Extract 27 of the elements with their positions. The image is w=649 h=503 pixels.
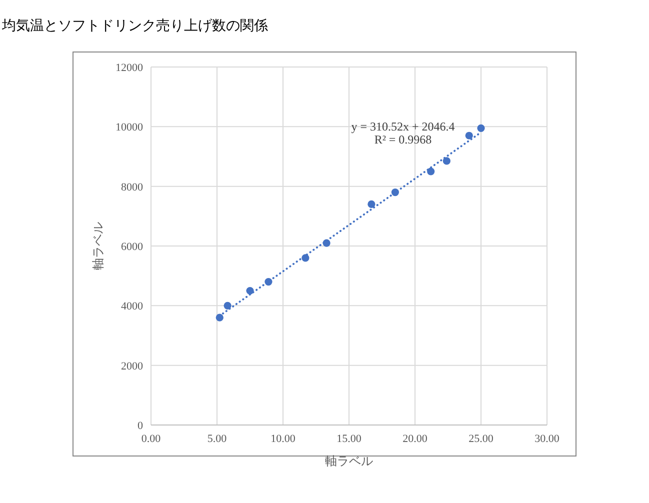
point — [477, 124, 485, 132]
point — [368, 200, 376, 208]
y-tick-label: 12000 — [116, 62, 144, 74]
point — [224, 302, 232, 310]
point — [442, 157, 450, 165]
x-tick-label: 5.00 — [207, 433, 228, 445]
y-tick-label: 2000 — [121, 360, 144, 372]
y-axis-title: 軸ラベル — [91, 222, 105, 270]
y-tick-label: 4000 — [121, 300, 144, 313]
x-tick-label: 25.00 — [468, 433, 494, 445]
chart-title: 均気温とソフトドリンク売り上げ数の関係 — [1, 17, 268, 33]
x-tick-label: 10.00 — [270, 433, 296, 445]
point — [465, 132, 473, 140]
x-tick-label: 30.00 — [534, 433, 560, 445]
x-tick-label: 20.00 — [402, 433, 428, 445]
y-tick-label: 6000 — [121, 241, 144, 253]
point — [216, 314, 224, 322]
y-tick-label: 0 — [138, 420, 144, 432]
point — [246, 286, 254, 295]
point — [427, 168, 435, 176]
annotation: R² = 0.9968 — [374, 132, 432, 146]
annotation: y = 310.52x + 2046.4 — [351, 119, 455, 134]
x-tick-label: 15.00 — [336, 433, 362, 445]
y-tick-label: 10000 — [116, 122, 144, 134]
x-axis-title: 軸ラベル — [325, 454, 373, 468]
x-tick-label: 0.00 — [141, 433, 162, 445]
y-tick-label: 8000 — [121, 181, 144, 194]
